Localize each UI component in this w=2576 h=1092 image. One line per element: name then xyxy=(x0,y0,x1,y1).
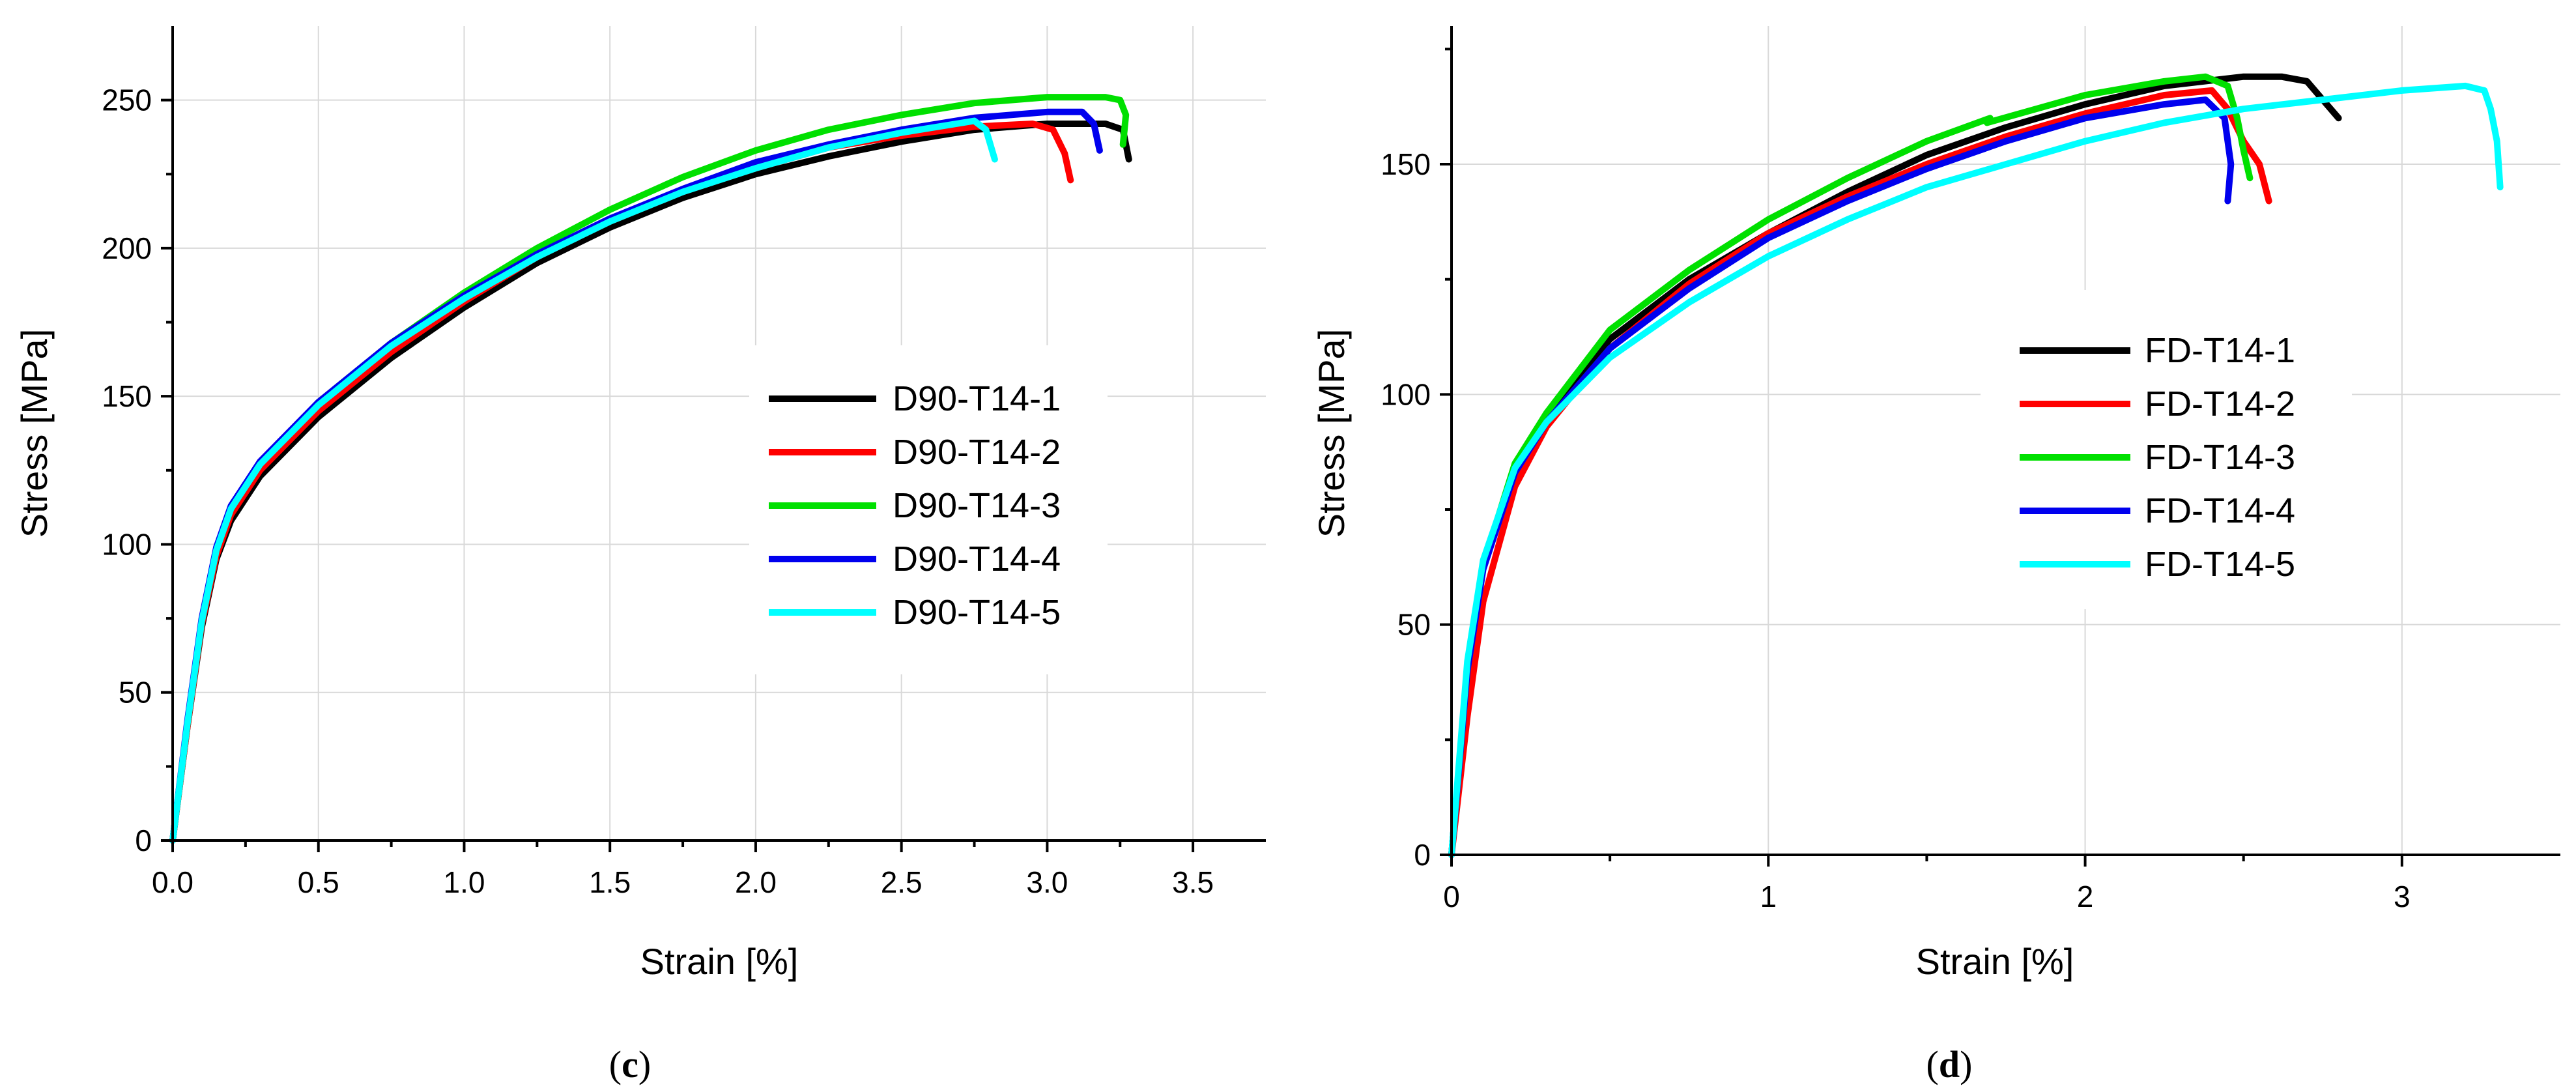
chart-d-series-lines xyxy=(1448,73,2504,858)
chart-d-y-axis-title: Stress [MPa] xyxy=(1311,329,1352,538)
chart-c-x-tick-label: 1.5 xyxy=(589,865,631,899)
chart-c-legend-label: D90-T14-5 xyxy=(893,593,1061,632)
chart-c-x-tick-label: 2.5 xyxy=(881,865,923,899)
chart-d-legend-label: FD-T14-2 xyxy=(2145,384,2295,424)
chart-c-x-tick-label: 2.0 xyxy=(735,865,777,899)
chart-d-y-tick-label: 0 xyxy=(1414,838,1431,872)
chart-c-caption-letter: c xyxy=(622,1043,638,1085)
chart-c-legend-label: D90-T14-4 xyxy=(893,539,1061,579)
chart-d-x-tick-label: 0 xyxy=(1443,880,1460,913)
chart-c-x-tick-label: 0.5 xyxy=(298,865,339,899)
chart-d-ticks xyxy=(1440,48,2403,867)
chart-d-x-axis-title: Strain [%] xyxy=(1916,941,2074,982)
chart-c-legend-label: D90-T14-1 xyxy=(893,379,1061,418)
chart-c-y-tick-label: 100 xyxy=(102,527,152,561)
chart-c-y-tick-label: 200 xyxy=(102,231,152,265)
chart-c-legend: D90-T14-1 D90-T14-2 D90-T14-3 D90-T14-4 D90-… xyxy=(749,345,1108,674)
chart-c-x-tick-label: 0.0 xyxy=(152,865,193,899)
chart-c-y-axis-title: Stress [MPa] xyxy=(14,329,55,538)
chart-c-y-tick-label: 150 xyxy=(102,379,152,413)
chart-d-y-tick-label: 100 xyxy=(1381,377,1431,411)
chart-d-caption-letter: d xyxy=(1939,1043,1960,1085)
chart-d-y-tick-label: 50 xyxy=(1397,608,1431,642)
chart-d-legend-label: FD-T14-5 xyxy=(2145,545,2295,584)
chart-c-series-lines xyxy=(169,94,1132,844)
chart-c-y-tick-label: 50 xyxy=(119,676,152,710)
chart-d-tick-labels: 0 1 2 3 0 50 100 150 xyxy=(1381,147,2410,913)
chart-d-legend-label: FD-T14-3 xyxy=(2145,438,2295,477)
chart-c-x-tick-label: 3.5 xyxy=(1172,865,1214,899)
chart-panel-c: 0.0 0.5 1.0 1.5 2.0 2.5 3.0 3.5050100150200250 … xyxy=(14,26,1266,1085)
chart-d-legend-box xyxy=(1981,290,2352,609)
chart-c-y-tick-label: 250 xyxy=(102,83,152,117)
chart-d-series-line-5 xyxy=(1448,82,2504,858)
chart-c-tick-labels: 0.0 0.5 1.0 1.5 2.0 2.5 3.0 3.5 0 50 100 150 200 250 xyxy=(102,83,1214,899)
chart-d-caption: (d) xyxy=(1926,1043,1973,1085)
chart-panel-d: 0 1 2 3 0 50 100 150 Strain [%] Stress [MPa] FD… xyxy=(1311,26,2560,1085)
chart-c-ticks xyxy=(161,98,1195,852)
chart-c-legend-label: D90-T14-3 xyxy=(893,486,1061,525)
chart-d-y-tick-label: 150 xyxy=(1381,147,1431,181)
chart-d-legend-label: FD-T14-4 xyxy=(2145,491,2295,530)
chart-d-legend: FD-T14-1 FD-T14-2 FD-T14-3 FD-T14-4 FD-T14-5 xyxy=(1981,290,2352,609)
chart-c-x-tick-label: 1.0 xyxy=(443,865,485,899)
chart-d-x-tick-label: 3 xyxy=(2394,880,2411,913)
chart-d-x-tick-label: 2 xyxy=(2077,880,2094,913)
chart-d-legend-label: FD-T14-1 xyxy=(2145,331,2295,370)
chart-c-caption: (c) xyxy=(609,1043,651,1085)
chart-c-series-line-5 xyxy=(169,117,998,844)
chart-c-legend-label: D90-T14-2 xyxy=(893,433,1061,472)
chart-c-x-axis-title: Strain [%] xyxy=(640,941,799,982)
chart-c-y-tick-label: 0 xyxy=(135,824,152,857)
chart-d-x-tick-label: 1 xyxy=(1760,880,1777,913)
chart-c-x-tick-label: 3.0 xyxy=(1026,865,1068,899)
